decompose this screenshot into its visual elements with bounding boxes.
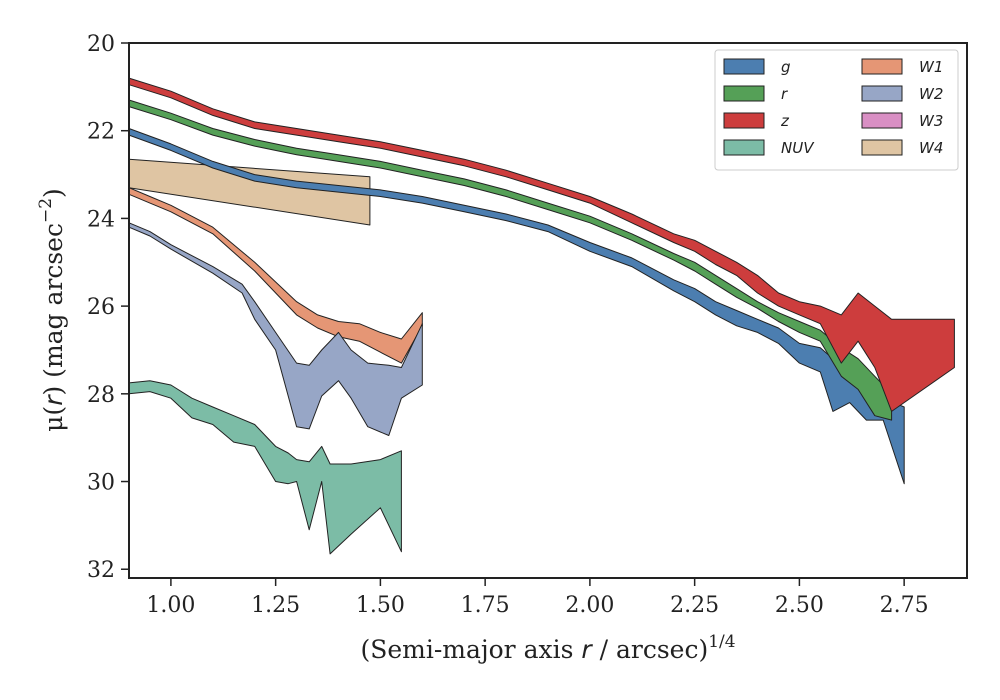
x-tick-label: 1.75 <box>461 593 510 618</box>
legend-label-r: r <box>781 85 788 103</box>
legend-label-w4: W4 <box>919 139 943 157</box>
y-tick-label: 28 <box>87 383 115 408</box>
y-tick-label: 32 <box>87 558 115 583</box>
plot-frame <box>128 42 968 579</box>
legend-swatch-w1 <box>861 58 903 75</box>
band-nuv <box>128 380 402 555</box>
y-tick-label: 30 <box>87 471 115 496</box>
y-tick-label: 26 <box>87 295 115 320</box>
legend-swatch-w2 <box>861 85 903 102</box>
legend-swatch-g <box>723 58 765 75</box>
legend-label-z: z <box>780 112 790 130</box>
plot-bands <box>128 77 955 555</box>
band-w2 <box>128 222 423 436</box>
legend-swatch-r <box>723 85 765 102</box>
x-tick-label: 1.00 <box>146 593 195 618</box>
x-tick-label: 2.50 <box>775 593 824 618</box>
x-tick-label: 1.50 <box>356 593 405 618</box>
x-tick-label: 2.75 <box>880 593 929 618</box>
legend-label-g: g <box>781 58 791 76</box>
y-axis-title: μ(r) (mag arcsec−2) <box>36 188 68 432</box>
legend-swatch-w4 <box>861 139 903 156</box>
y-axis-ticks: 20 22 24 26 28 30 32 <box>87 32 129 583</box>
x-tick-label: 2.00 <box>565 593 614 618</box>
y-tick-label: 24 <box>87 207 115 232</box>
legend: grz NUV W1 W2 W3 W4 <box>714 49 959 171</box>
band-g <box>128 128 905 485</box>
legend-swatch-nuv <box>723 139 765 156</box>
legend-label-w1: W1 <box>919 58 943 76</box>
legend-label-w2: W2 <box>919 85 943 103</box>
legend-label-nuv: NUV <box>781 139 815 157</box>
x-axis-ticks: 1.00 1.25 1.50 1.75 2.00 2.25 2.50 2.75 <box>146 578 929 618</box>
legend-swatch-z <box>723 112 765 129</box>
legend-swatch-w3 <box>861 112 903 129</box>
band-z <box>128 77 955 412</box>
y-tick-label: 22 <box>87 120 115 145</box>
band-r <box>128 99 893 421</box>
legend-label-w3: W3 <box>919 112 943 130</box>
x-tick-label: 2.25 <box>670 593 719 618</box>
x-tick-label: 1.25 <box>251 593 300 618</box>
y-tick-label: 20 <box>87 32 115 57</box>
x-axis-title: (Semi-major axis r / arcsec)1/4 <box>360 632 735 664</box>
